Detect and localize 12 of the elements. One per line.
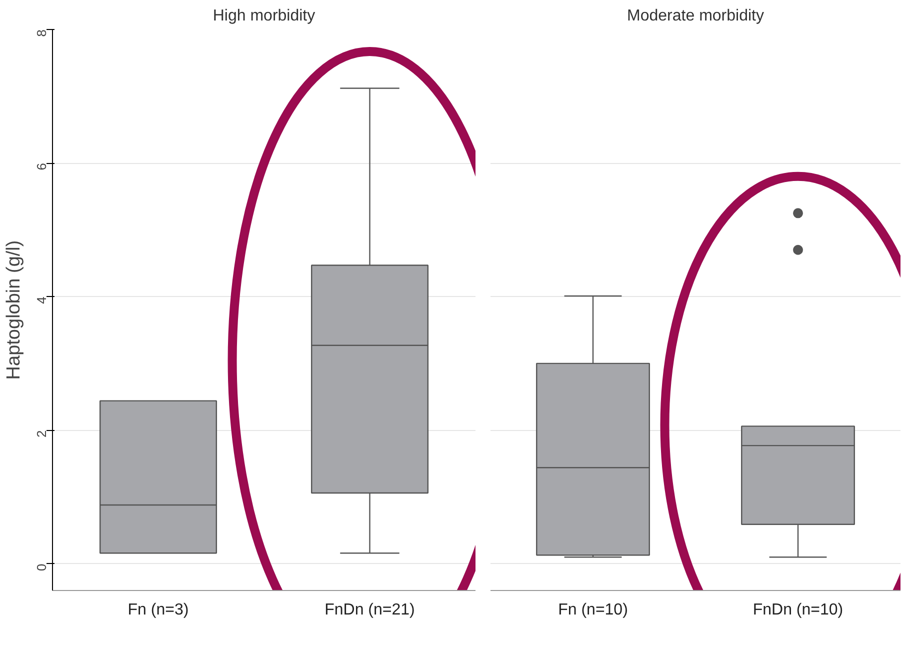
chart-title: Moderate morbidity [627,8,764,24]
y-tick-label: 4 [34,296,49,304]
y-tick-label: 8 [34,29,49,37]
x-tick-label: Fn (n=3) [128,602,189,618]
y-tick-label: 6 [34,163,49,170]
chart-title: High morbidity [212,8,316,24]
y-tick-label: 0 [34,564,49,572]
y-tick-label: 2 [34,430,49,438]
x-tick-label: FnDn (n=10) [752,602,844,618]
x-tick-label: FnDn (n=21) [324,602,415,618]
x-tick-label: Fn (n=10) [558,602,628,618]
y-axis-title: Haptoglobin (g/l) [4,240,24,380]
